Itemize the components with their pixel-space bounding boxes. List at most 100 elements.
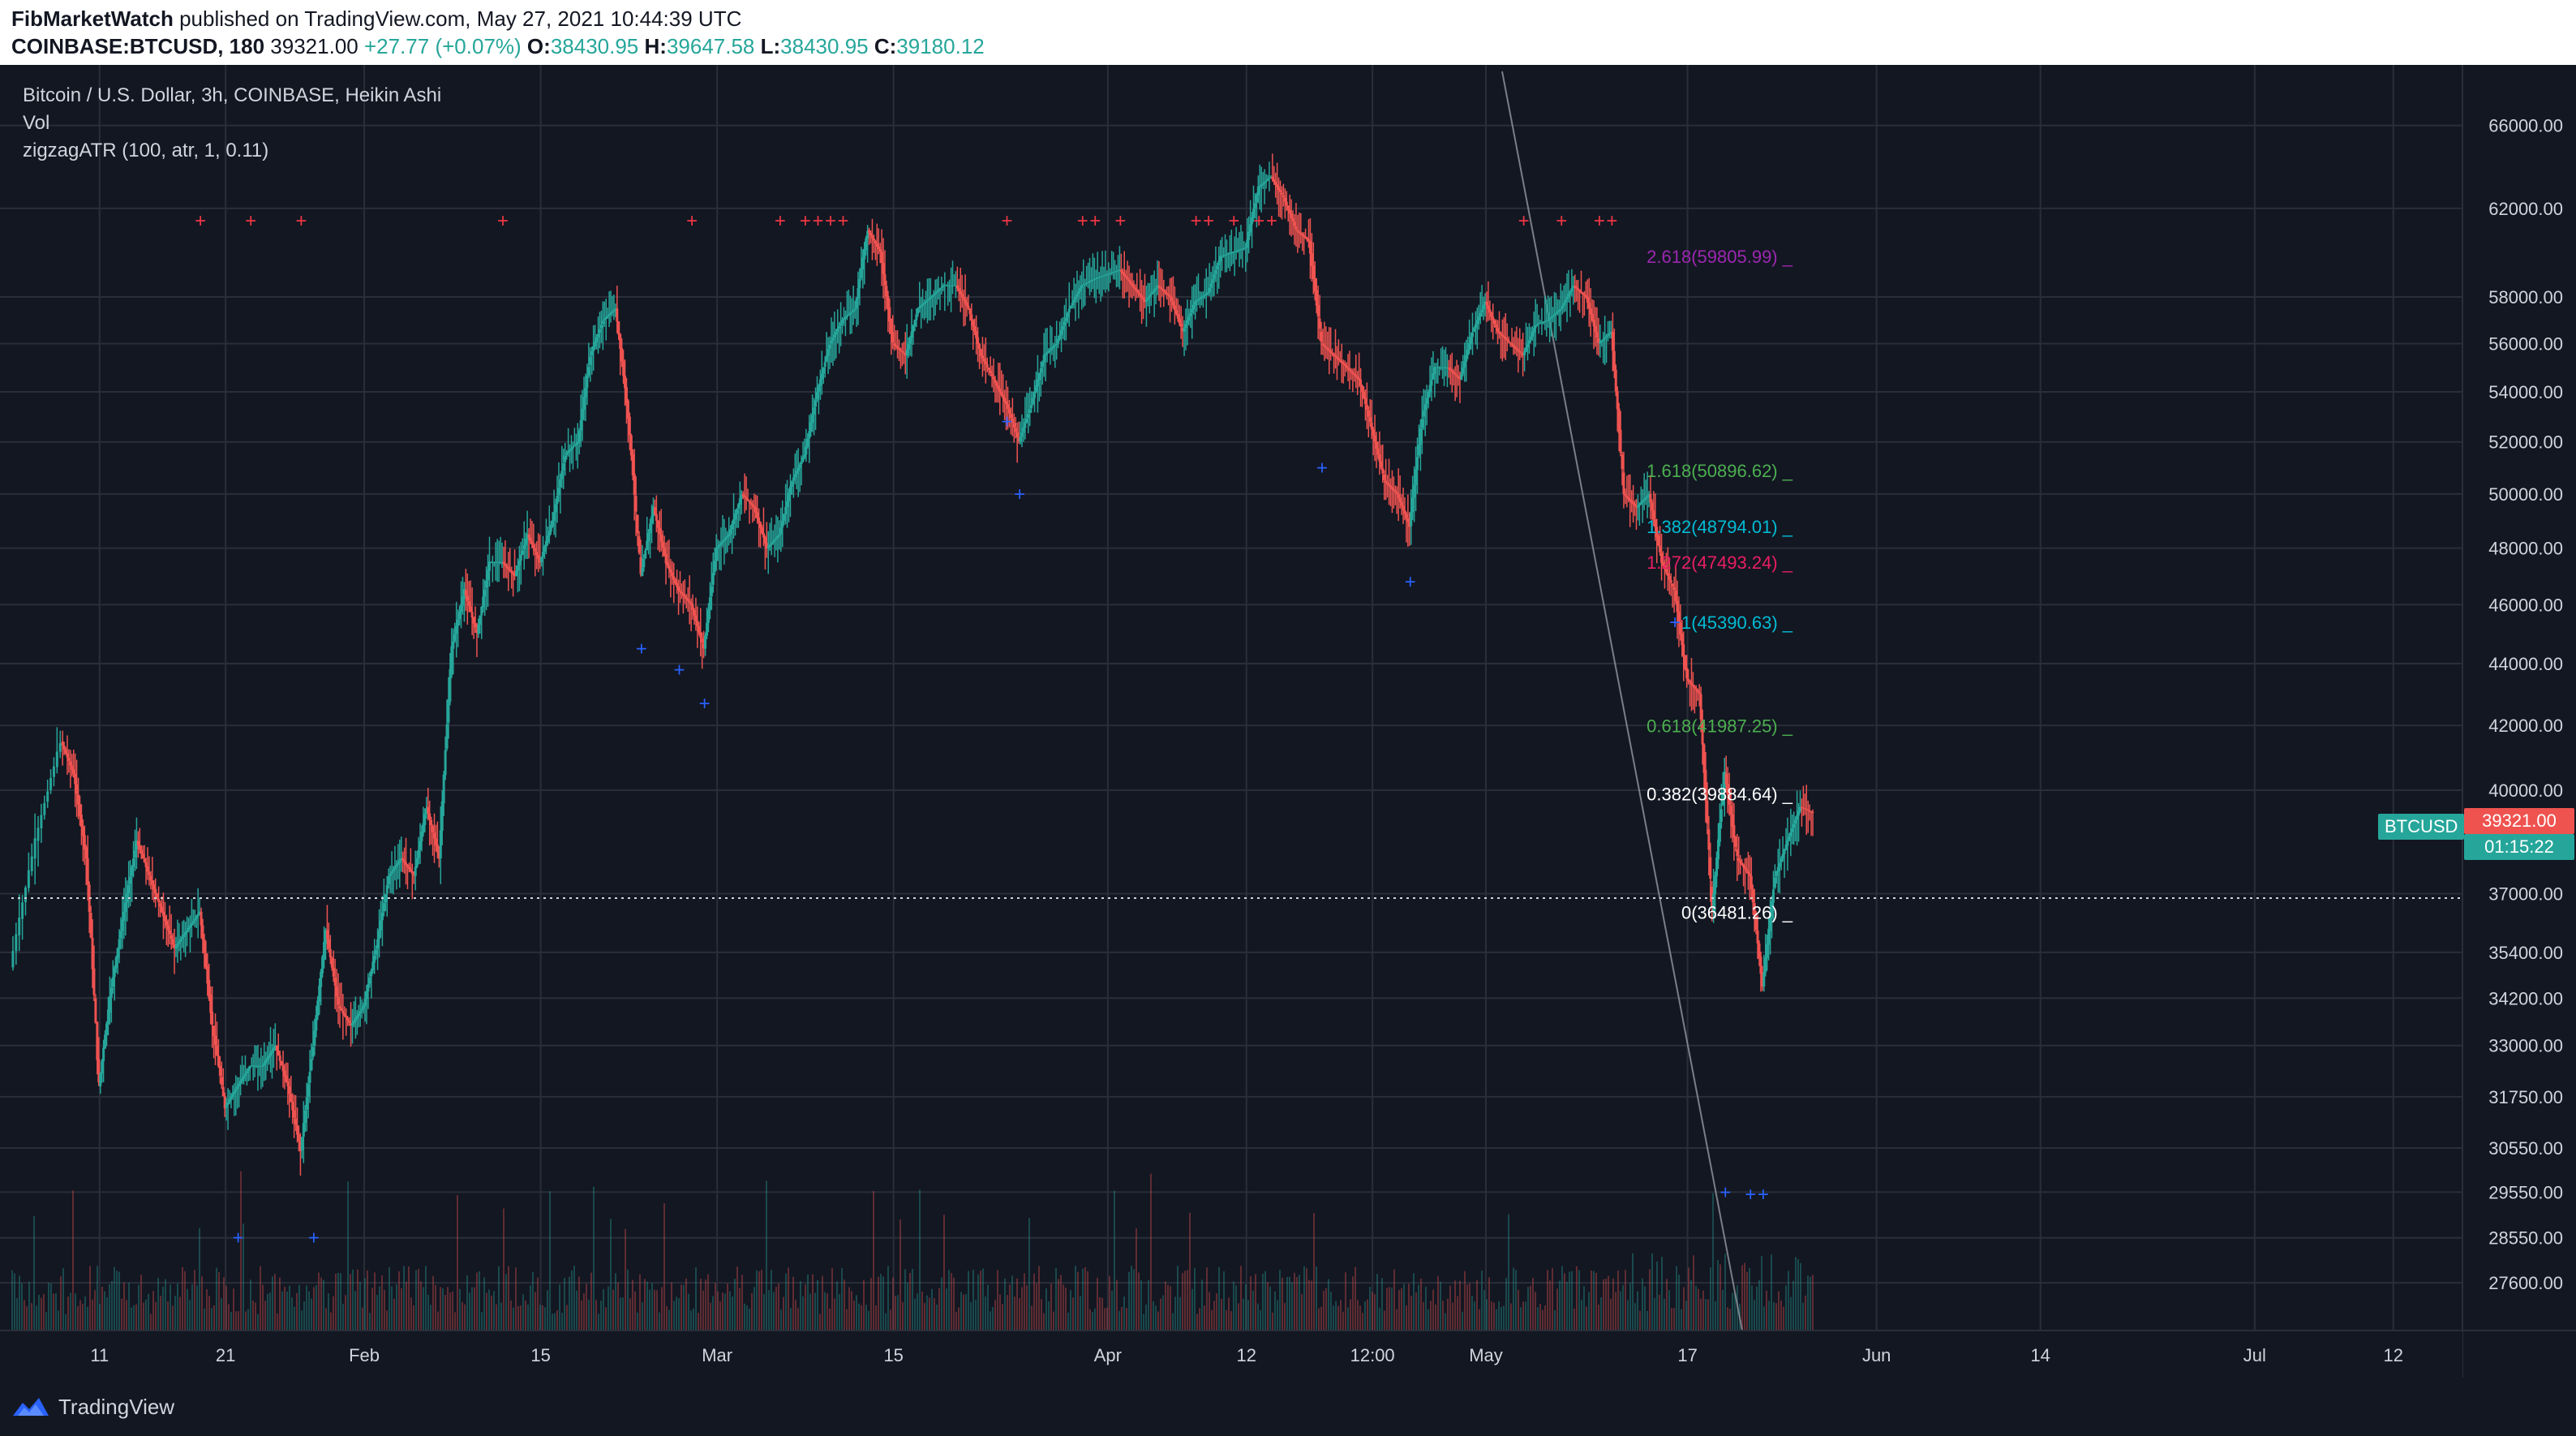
volume-bar — [1632, 1253, 1634, 1331]
candle-body — [231, 1094, 234, 1098]
volume-bar — [58, 1310, 59, 1331]
candle-body — [1586, 297, 1589, 303]
candle-body — [1679, 622, 1682, 634]
volume-bar — [1328, 1279, 1329, 1331]
candle-body — [1134, 287, 1137, 290]
volume-bar — [1221, 1298, 1222, 1331]
volume-bar — [1337, 1305, 1339, 1331]
volume-bar — [595, 1300, 597, 1331]
time-axis[interactable]: 11 21 Feb 15 Mar 15 Apr 12 12:00 May 17 Jun 14 Jul 12 — [90, 1345, 2403, 1365]
candle-body — [706, 609, 710, 623]
candle-body — [1170, 297, 1174, 302]
volume-bar — [303, 1301, 305, 1331]
candle-body — [567, 451, 570, 454]
volume-bar — [1564, 1273, 1565, 1331]
candle-body — [1512, 345, 1515, 347]
candle-body — [852, 309, 855, 312]
volume-bar — [698, 1313, 699, 1331]
volume-bar — [1712, 1193, 1714, 1331]
candle-body — [754, 507, 758, 513]
candle-body — [1268, 178, 1271, 179]
drawn-trendline[interactable] — [1501, 71, 1743, 1331]
volume-bar — [1746, 1271, 1748, 1331]
tradingview-logo[interactable]: TradingView — [11, 1392, 174, 1421]
volume-bar — [880, 1274, 882, 1331]
candle-body — [587, 367, 590, 376]
candle-body — [1788, 836, 1791, 841]
candle-body — [1161, 288, 1164, 290]
candle-body — [1144, 299, 1148, 302]
volume-legend[interactable]: Vol — [23, 112, 50, 134]
candle-body — [78, 804, 81, 817]
volume-bar — [84, 1296, 86, 1331]
candle-body — [918, 307, 921, 309]
candle-body — [1279, 190, 1282, 192]
volume-bar — [934, 1297, 935, 1331]
volume-bar — [1228, 1297, 1230, 1331]
candle-body — [149, 875, 152, 880]
candle-body — [998, 388, 1002, 393]
volume-bar — [1118, 1310, 1120, 1331]
candle-body — [1063, 321, 1066, 326]
candle-body — [598, 329, 601, 333]
candle-body — [1682, 644, 1685, 657]
publisher-name[interactable]: FibMarketWatch — [11, 6, 174, 31]
candle-body — [617, 321, 620, 335]
volume-bar — [1189, 1212, 1191, 1331]
tradingview-logo-icon — [13, 1398, 49, 1416]
candle-body — [642, 558, 646, 568]
candle-body — [1750, 875, 1753, 890]
volume-bar — [1335, 1301, 1337, 1331]
candle-body — [1771, 901, 1774, 918]
volume-bar — [975, 1300, 977, 1331]
candle-body — [1617, 408, 1621, 433]
price-chart[interactable]: 2.618(59805.99) _1.618(50896.62) _1.382(… — [0, 65, 2576, 1378]
volume-bar — [1376, 1274, 1378, 1331]
candle-body — [1045, 352, 1049, 355]
candle-body — [1405, 514, 1408, 518]
volume-bar — [853, 1301, 855, 1331]
zigzag-high-marker: + — [1089, 210, 1101, 232]
candle-body — [1171, 301, 1174, 306]
candle-body — [1041, 362, 1044, 368]
volume-bar — [50, 1283, 52, 1331]
zigzag-low-marker: + — [1669, 612, 1681, 634]
price-axis[interactable]: 66000.0062000.0058000.0056000.0054000.00… — [2488, 116, 2563, 1294]
candle-body — [1285, 201, 1288, 206]
trendline[interactable] — [1501, 71, 1743, 1331]
volume-bar — [690, 1310, 692, 1331]
volume-bar — [1094, 1308, 1096, 1331]
candle-body — [1064, 317, 1067, 321]
candle-body — [669, 569, 672, 573]
candle-body — [1060, 329, 1063, 335]
time-tick-label: 15 — [530, 1345, 550, 1365]
candle-body — [1012, 423, 1015, 428]
chart-area[interactable]: 2.618(59805.99) _ 1.618(50896.62) _ 1.382(… — [0, 65, 2576, 1378]
candle-body — [863, 248, 866, 260]
time-tick-label: Apr — [1094, 1345, 1122, 1365]
candle-body — [105, 1023, 109, 1036]
candle-body — [960, 294, 964, 298]
candle-body — [887, 295, 890, 310]
candle-body — [1166, 292, 1169, 295]
candle-body — [323, 942, 326, 960]
volume-bar — [586, 1283, 587, 1331]
candle-body — [552, 512, 556, 521]
candle-body — [843, 318, 846, 320]
candle-body — [1032, 398, 1035, 405]
volume-bar — [1810, 1276, 1811, 1331]
candle-body — [1200, 296, 1203, 299]
volume-bar — [1785, 1285, 1787, 1331]
volume-bar — [89, 1266, 91, 1331]
volume-bar — [539, 1305, 541, 1331]
candle-body — [781, 520, 784, 528]
candle-body — [753, 505, 756, 508]
candle-body — [261, 1065, 264, 1067]
indicator-legend[interactable]: zigzagATR (100, atr, 1, 0.11) — [23, 140, 269, 161]
candle-body — [1066, 312, 1069, 317]
volume-bar — [1734, 1292, 1736, 1331]
candle-body — [1283, 197, 1286, 202]
candle-body — [171, 939, 174, 945]
zigzag-high-marker: + — [245, 210, 256, 232]
candle-body — [303, 1110, 307, 1124]
